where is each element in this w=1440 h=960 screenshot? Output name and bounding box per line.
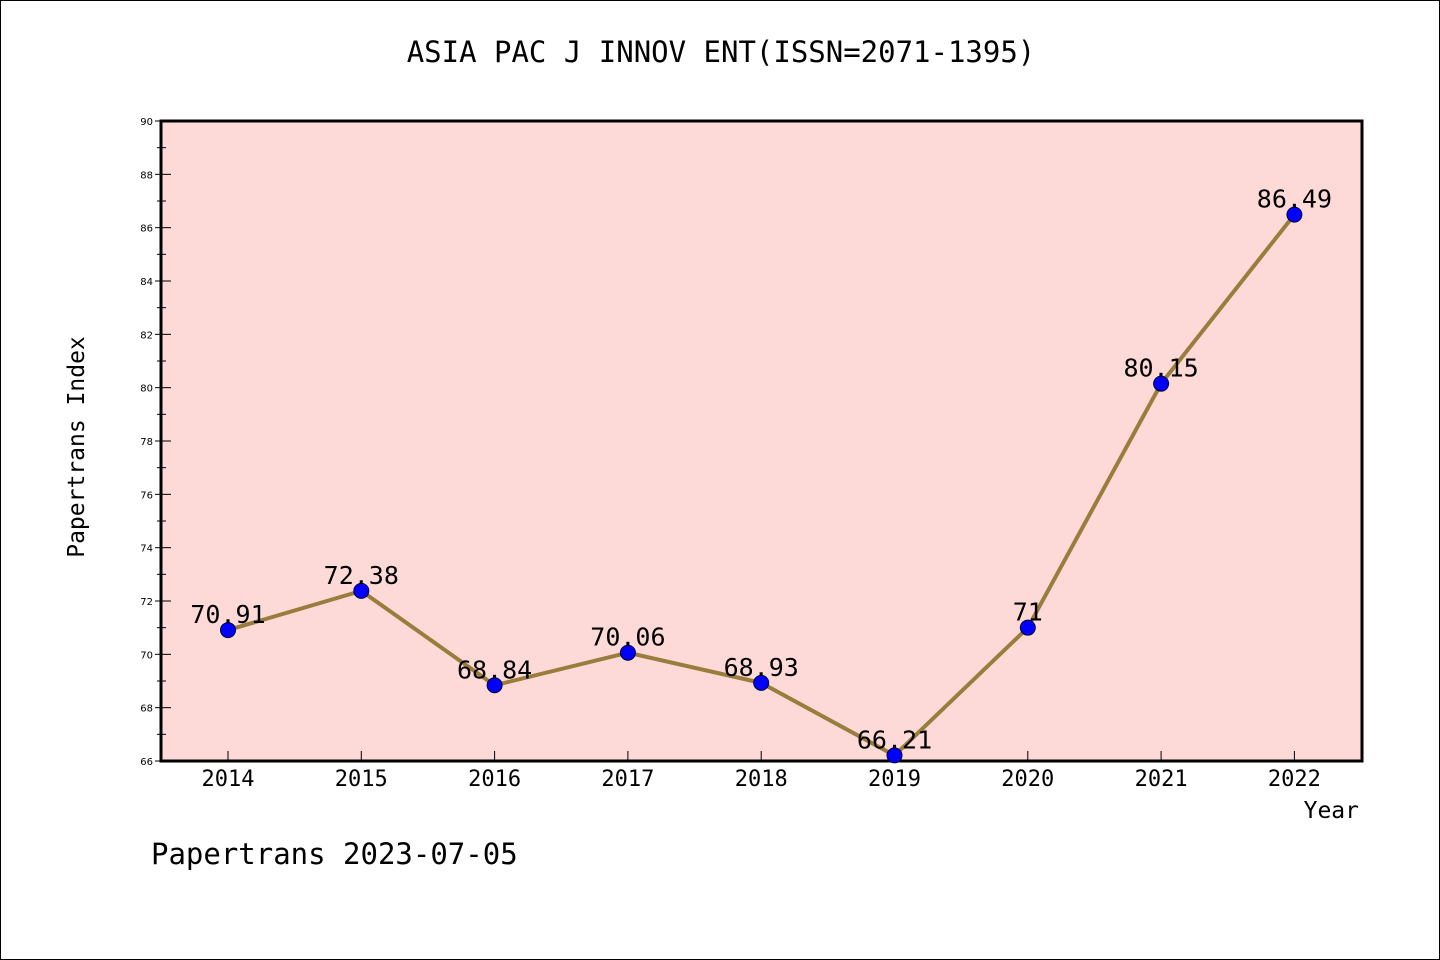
- x-tick-label: 2018: [735, 767, 788, 792]
- y-tick-label: 78: [140, 437, 153, 448]
- y-tick-label: 74: [140, 544, 153, 555]
- plot-area: [159, 119, 1364, 763]
- data-label: 80.15: [1123, 354, 1198, 383]
- data-point: [486, 677, 503, 694]
- data-point: [619, 644, 636, 661]
- x-axis-label: Year: [1303, 798, 1359, 824]
- x-tick-label: 2016: [468, 767, 521, 792]
- y-tick-label: 68: [140, 704, 153, 715]
- data-label: 86.49: [1257, 185, 1332, 214]
- x-tick-label: 2021: [1135, 767, 1188, 792]
- footer-date: Papertrans 2023-07-05: [151, 837, 518, 871]
- data-label: 70.06: [590, 623, 665, 652]
- y-tick-label: 66: [140, 757, 153, 768]
- y-tick-label: 86: [140, 224, 153, 235]
- y-tick-label: 72: [140, 597, 153, 608]
- data-label: 68.84: [457, 655, 532, 684]
- x-tick-label: 2015: [335, 767, 388, 792]
- x-tick-label: 2014: [202, 767, 255, 792]
- y-axis: 66 68 70 72 74 76 78 80 82 84 86 88 90: [140, 117, 171, 768]
- x-tick-label: 2022: [1268, 767, 1321, 792]
- y-tick-label: 90: [140, 117, 153, 128]
- data-point: [220, 622, 236, 639]
- x-tick-label: 2019: [868, 767, 921, 792]
- x-tick-label: 2020: [1001, 767, 1054, 792]
- data-label: 72.38: [324, 561, 399, 590]
- x-axis: 2014 2015 2016 2017 2018 2019 2020 2021 2022: [202, 751, 1321, 792]
- chart-title: ASIA PAC J INNOV ENT(ISSN=2071-1395): [406, 35, 1036, 69]
- y-tick-label: 84: [140, 277, 153, 288]
- data-labels: 70.91 72.38 68.84 70.06 68.93 66.21 71 80.15 86.…: [190, 185, 1332, 755]
- data-label: 66.21: [857, 725, 932, 754]
- data-label: 71: [1013, 598, 1043, 627]
- x-tick-label: 2017: [601, 767, 654, 792]
- y-tick-label: 80: [140, 384, 153, 395]
- y-tick-label: 70: [140, 650, 153, 661]
- data-point: [1153, 375, 1170, 392]
- data-label: 70.91: [190, 600, 265, 629]
- y-tick-label: 82: [140, 330, 153, 341]
- y-tick-label: 76: [140, 490, 153, 501]
- data-point: [753, 674, 770, 691]
- data-label: 68.93: [724, 653, 799, 682]
- data-point: [1019, 619, 1036, 636]
- markers: [220, 206, 1303, 764]
- data-point: [353, 582, 370, 599]
- data-point: [886, 747, 903, 764]
- y-tick-label: 88: [140, 170, 153, 181]
- data-point: [1286, 206, 1303, 223]
